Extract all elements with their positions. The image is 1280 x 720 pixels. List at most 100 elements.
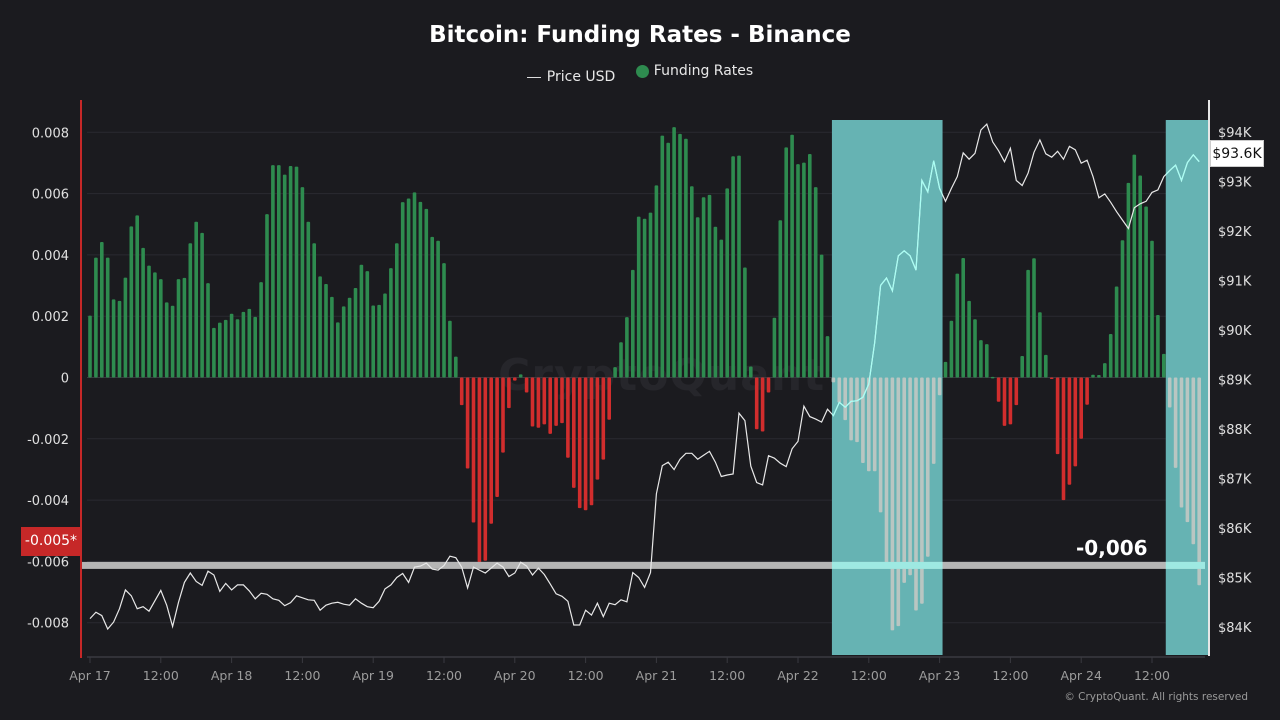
funding-bar [1103, 363, 1107, 378]
funding-bar [318, 276, 322, 378]
funding-bar [1008, 377, 1013, 425]
x-tick-label: Apr 17 [69, 668, 111, 683]
funding-bar [324, 284, 328, 378]
x-tick-label: Apr 22 [777, 668, 819, 683]
funding-bar [153, 272, 157, 378]
copyright: © CryptoQuant. All rights reserved [1064, 691, 1248, 703]
funding-bar [631, 269, 635, 378]
funding-bar [424, 208, 429, 378]
x-tick-label: 12:00 [568, 668, 604, 683]
funding-bar [111, 299, 116, 378]
funding-bar [371, 305, 375, 378]
funding-bar [88, 315, 92, 378]
funding-bar [849, 377, 853, 441]
funding-bar [642, 218, 647, 378]
funding-bar [1079, 377, 1083, 439]
funding-bar [1162, 353, 1166, 378]
price-tick-label: $94K [1218, 126, 1252, 141]
funding-bar [955, 273, 960, 378]
x-tick-label: Apr 19 [352, 668, 394, 683]
x-tick-label: 12:00 [143, 668, 179, 683]
y-tick-label: -0.002 [27, 433, 69, 448]
price-tick-label: $92K [1218, 225, 1252, 240]
y-tick-label: 0.006 [32, 188, 69, 203]
funding-bar [760, 377, 765, 432]
chart-title: Bitcoin: Funding Rates - Binance [429, 22, 851, 48]
funding-bar [194, 221, 198, 378]
funding-bar [926, 377, 930, 557]
funding-bar [1197, 377, 1201, 586]
price-tick-label: $87K [1218, 473, 1252, 488]
funding-bar [1097, 375, 1101, 378]
funding-bar [684, 138, 688, 378]
funding-bar [878, 377, 883, 513]
funding-bar [560, 377, 564, 424]
funding-bar [448, 320, 452, 378]
funding-bar [524, 377, 529, 393]
funding-bar [294, 166, 299, 378]
price-tick-label: $86K [1218, 522, 1252, 537]
funding-bar [459, 377, 464, 406]
funding-bar [271, 165, 275, 378]
funding-bar [147, 265, 151, 378]
x-tick-label: Apr 20 [494, 668, 536, 683]
legend-item-funding[interactable]: Funding Rates [635, 63, 754, 79]
funding-bar [306, 221, 311, 378]
funding-bar [1038, 312, 1042, 378]
funding-bar [678, 133, 682, 378]
funding-bar [619, 342, 623, 378]
left-axis-ticks: 0.008 0.006 0.004 0.002 0 -0.002 -0.004 -0.006 -… [27, 126, 69, 631]
x-tick-label: Apr 21 [636, 668, 678, 683]
price-tick-label: $93K [1218, 176, 1252, 191]
funding-bar [872, 377, 877, 472]
funding-bar [235, 319, 240, 378]
funding-bar [465, 377, 470, 469]
funding-bar [613, 367, 617, 378]
funding-bar [241, 311, 246, 378]
funding-bar [625, 317, 629, 378]
legend-item-price[interactable]: Price USD [526, 69, 615, 85]
funding-bar [754, 377, 759, 430]
price-tick-label: $89K [1218, 374, 1252, 389]
funding-bar [218, 322, 222, 378]
funding-bar [595, 377, 600, 480]
funding-bar [330, 296, 334, 378]
funding-bar [259, 282, 263, 378]
funding-bar [1156, 314, 1160, 378]
x-tick-label: Apr 18 [211, 668, 253, 683]
funding-bar [949, 320, 954, 378]
funding-bar [1032, 258, 1036, 378]
x-tick-label: 12:00 [1134, 668, 1170, 683]
funding-bar [483, 377, 488, 561]
reference-line-label: -0,006 [1076, 536, 1148, 560]
funding-bar [985, 344, 989, 378]
y-tick-label: -0.006 [27, 555, 69, 570]
funding-bar [182, 277, 187, 378]
y-tick-label: 0.008 [32, 126, 69, 141]
gridlines [87, 131, 1200, 624]
funding-bar [471, 377, 476, 523]
funding-bar [1073, 377, 1078, 467]
funding-bar [277, 165, 281, 378]
funding-bar [583, 377, 588, 511]
funding-bar [1179, 377, 1184, 508]
funding-bar [200, 232, 204, 378]
funding-bar [501, 377, 505, 453]
funding-bar [813, 187, 818, 378]
funding-bar [766, 377, 771, 393]
price-tick-label: $84K [1218, 621, 1252, 636]
highlight-regions [831, 120, 1209, 655]
funding-bar [212, 327, 216, 378]
funding-bar [430, 236, 434, 378]
funding-bar [400, 202, 405, 378]
funding-bar [454, 356, 458, 378]
funding-bar [507, 377, 511, 409]
funding-bar [701, 197, 706, 378]
x-tick-label: 12:00 [992, 668, 1028, 683]
funding-bar [542, 377, 547, 425]
funding-bar [1120, 240, 1125, 378]
funding-bar [819, 254, 824, 378]
legend-label-funding: Funding Rates [653, 63, 754, 79]
funding-bar [365, 271, 370, 378]
